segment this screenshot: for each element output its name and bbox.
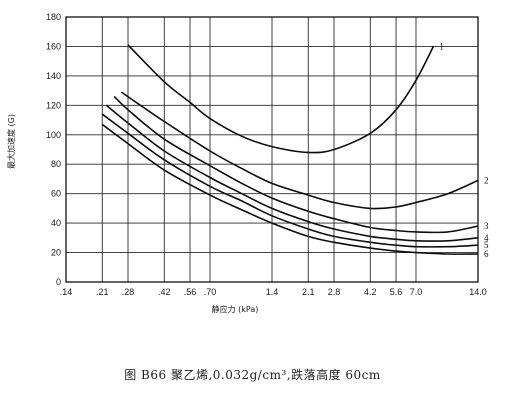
y-tick-label: 0 — [56, 277, 61, 287]
axes — [65, 16, 479, 283]
x-tick-label: .42 — [158, 287, 171, 297]
series-label-5: 5 — [484, 240, 489, 250]
series-line-2 — [120, 91, 479, 210]
x-tick-label: .21 — [96, 287, 109, 297]
grid — [65, 16, 479, 283]
y-tick-label: 20 — [51, 248, 61, 258]
y-tick-label: 100 — [46, 130, 61, 140]
x-tick-label: 7.0 — [410, 287, 423, 297]
x-tick-label: 5.6 — [390, 287, 403, 297]
y-tick-label: 60 — [51, 189, 61, 199]
y-tick-label: 140 — [46, 71, 61, 81]
x-tick-label: .70 — [204, 287, 217, 297]
series-label-1: 1 — [439, 41, 444, 51]
series-line-5 — [101, 113, 479, 248]
series-group: 1 2 3 456 — [101, 41, 489, 259]
x-tick-label: .28 — [122, 287, 135, 297]
plot-frame — [65, 16, 479, 283]
x-tick-label: 1.4 — [266, 287, 279, 297]
tick-labels: .14 .21 .28 .42 .56 .70 1.4 2.1 2.8 4.2 5.6 7.0 14.0… — [46, 12, 487, 297]
figure-caption: 图 B66 聚乙烯,0.032g/cm³,跌落高度 60cm — [124, 368, 381, 382]
series-label-3: 3 — [484, 221, 489, 231]
x-tick-label: .56 — [184, 287, 197, 297]
chart-canvas: 1 2 3 456 .14 .21 .28 .42 .56 .70 1.4 2.1 2.8 4.2 5.6… — [6, 12, 489, 314]
series-line-4 — [105, 104, 479, 242]
y-tick-label: 180 — [46, 12, 61, 22]
x-tick-label: 2.1 — [302, 287, 315, 297]
series-label-2: 2 — [484, 175, 489, 185]
x-axis-label: 静应力 (kPa) — [212, 304, 259, 314]
x-tick-label: 14.0 — [469, 287, 487, 297]
series-line-1 — [127, 44, 435, 154]
series-line-6 — [101, 123, 479, 255]
y-tick-label: 80 — [51, 159, 61, 169]
x-tick-label: 2.8 — [328, 287, 341, 297]
y-axis-label: 最大加速度 (G) — [6, 114, 16, 169]
y-tick-label: 160 — [46, 41, 61, 51]
y-tick-label: 120 — [46, 100, 61, 110]
series-label-6: 6 — [484, 249, 489, 259]
x-tick-label: .14 — [60, 287, 73, 297]
x-tick-label: 4.2 — [364, 287, 377, 297]
series-label-4: 4 — [484, 233, 489, 243]
y-tick-label: 40 — [51, 218, 61, 228]
series-line-3 — [113, 95, 479, 234]
